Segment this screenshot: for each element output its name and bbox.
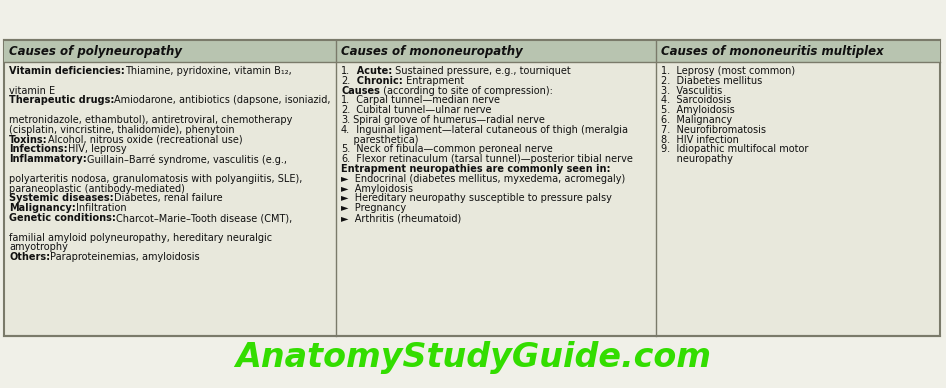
Text: 8.  HIV infection: 8. HIV infection	[661, 135, 739, 145]
Text: 3.  Vasculitis: 3. Vasculitis	[661, 86, 722, 95]
Text: Acute:: Acute:	[350, 66, 393, 76]
Text: amyotrophy: amyotrophy	[9, 242, 68, 253]
Text: Amiodarone, antibiotics (dapsone, isoniazid,: Amiodarone, antibiotics (dapsone, isonia…	[114, 95, 331, 106]
Text: 3.: 3.	[341, 115, 350, 125]
Text: Guillain–Barré syndrome, vasculitis (e.g.,: Guillain–Barré syndrome, vasculitis (e.g…	[87, 154, 287, 165]
Text: Entrapment: Entrapment	[403, 76, 464, 86]
Text: Thiamine, pyridoxine, vitamin B₁₂,: Thiamine, pyridoxine, vitamin B₁₂,	[125, 66, 291, 76]
Text: Carpal tunnel—median nerve: Carpal tunnel—median nerve	[350, 95, 500, 106]
Text: Paraproteinemias, amyloidosis: Paraproteinemias, amyloidosis	[50, 252, 200, 262]
Text: ►  Hereditary neuropathy susceptible to pressure palsy: ► Hereditary neuropathy susceptible to p…	[341, 193, 612, 203]
Text: 6.  Malignancy: 6. Malignancy	[661, 115, 732, 125]
Text: 4.: 4.	[341, 125, 350, 135]
Text: Alcohol, nitrous oxide (recreational use): Alcohol, nitrous oxide (recreational use…	[47, 135, 242, 145]
Text: (cisplatin, vincristine, thalidomide), phenytoin: (cisplatin, vincristine, thalidomide), p…	[9, 125, 235, 135]
Text: Charcot–Marie–Tooth disease (CMT),: Charcot–Marie–Tooth disease (CMT),	[115, 213, 292, 223]
Text: Infections:: Infections:	[9, 144, 67, 154]
Text: Toxins:: Toxins:	[9, 135, 47, 145]
Text: Causes of mononeuropathy: Causes of mononeuropathy	[341, 45, 523, 57]
Text: vitamin E: vitamin E	[9, 86, 55, 95]
Text: (according to site of compression):: (according to site of compression):	[380, 86, 552, 95]
Text: Entrapment neuropathies are commonly seen in:: Entrapment neuropathies are commonly see…	[341, 164, 610, 174]
Text: Causes: Causes	[341, 86, 380, 95]
Text: HIV, leprosy: HIV, leprosy	[67, 144, 126, 154]
Text: 2.: 2.	[341, 76, 350, 86]
Text: Systemic diseases:: Systemic diseases:	[9, 193, 114, 203]
Text: ►  Amyloidosis: ► Amyloidosis	[341, 184, 413, 194]
Text: paraneoplastic (antibody-mediated): paraneoplastic (antibody-mediated)	[9, 184, 184, 194]
Text: Genetic conditions:: Genetic conditions:	[9, 213, 115, 223]
Text: 4.  Sarcoidosis: 4. Sarcoidosis	[661, 95, 731, 106]
Text: Sustained pressure, e.g., tourniquet: Sustained pressure, e.g., tourniquet	[393, 66, 571, 76]
Text: ►  Pregnancy: ► Pregnancy	[341, 203, 406, 213]
Text: Causes of polyneuropathy: Causes of polyneuropathy	[9, 45, 182, 57]
Bar	[656, 40, 940, 62]
Text: 1.: 1.	[341, 66, 350, 76]
Text: Chronic:: Chronic:	[350, 76, 403, 86]
Text: 5.  Amyloidosis: 5. Amyloidosis	[661, 105, 735, 115]
Text: 9.  Idiopathic multifocal motor: 9. Idiopathic multifocal motor	[661, 144, 809, 154]
Text: Spiral groove of humerus—radial nerve: Spiral groove of humerus—radial nerve	[350, 115, 545, 125]
Text: Vitamin deficiencies:: Vitamin deficiencies:	[9, 66, 125, 76]
Bar	[336, 40, 656, 62]
Text: Diabetes, renal failure: Diabetes, renal failure	[114, 193, 222, 203]
Bar	[4, 40, 336, 62]
Text: Others:: Others:	[9, 252, 50, 262]
Text: 5.: 5.	[341, 144, 350, 154]
Text: 1.: 1.	[341, 95, 350, 106]
Text: ►  Arthritis (rheumatoid): ► Arthritis (rheumatoid)	[341, 213, 462, 223]
Text: polyarteritis nodosa, granulomatosis with polyangiitis, SLE),: polyarteritis nodosa, granulomatosis wit…	[9, 174, 303, 184]
Text: familial amyloid polyneuropathy, hereditary neuralgic: familial amyloid polyneuropathy, heredit…	[9, 232, 272, 242]
Text: Therapeutic drugs:: Therapeutic drugs:	[9, 95, 114, 106]
Text: 1.  Leprosy (most common): 1. Leprosy (most common)	[661, 66, 796, 76]
Text: Malignancy:: Malignancy:	[9, 203, 76, 213]
Text: Neck of fibula—common peroneal nerve: Neck of fibula—common peroneal nerve	[350, 144, 553, 154]
Text: AnatomyStudyGuide.com: AnatomyStudyGuide.com	[235, 341, 711, 374]
Bar	[4, 40, 940, 336]
Text: Inguinal ligament—lateral cutaneous of thigh (meralgia: Inguinal ligament—lateral cutaneous of t…	[350, 125, 628, 135]
Text: metronidazole, ethambutol), antiretroviral, chemotherapy: metronidazole, ethambutol), antiretrovir…	[9, 115, 292, 125]
Text: Flexor retinaculum (tarsal tunnel)—posterior tibial nerve: Flexor retinaculum (tarsal tunnel)—poste…	[350, 154, 633, 164]
Text: 6.: 6.	[341, 154, 350, 164]
Text: Infiltration: Infiltration	[76, 203, 127, 213]
Text: neuropathy: neuropathy	[661, 154, 733, 164]
Text: Cubital tunnel—ulnar nerve: Cubital tunnel—ulnar nerve	[350, 105, 492, 115]
Text: 7.  Neurofibromatosis: 7. Neurofibromatosis	[661, 125, 766, 135]
Text: 2.: 2.	[341, 105, 350, 115]
Text: Inflammatory:: Inflammatory:	[9, 154, 87, 164]
Text: paresthetica): paresthetica)	[341, 135, 418, 145]
Text: 2.  Diabetes mellitus: 2. Diabetes mellitus	[661, 76, 762, 86]
Text: ►  Endocrinal (diabetes mellitus, myxedema, acromegaly): ► Endocrinal (diabetes mellitus, myxedem…	[341, 174, 625, 184]
Text: Causes of mononeuritis multiplex: Causes of mononeuritis multiplex	[661, 45, 884, 57]
